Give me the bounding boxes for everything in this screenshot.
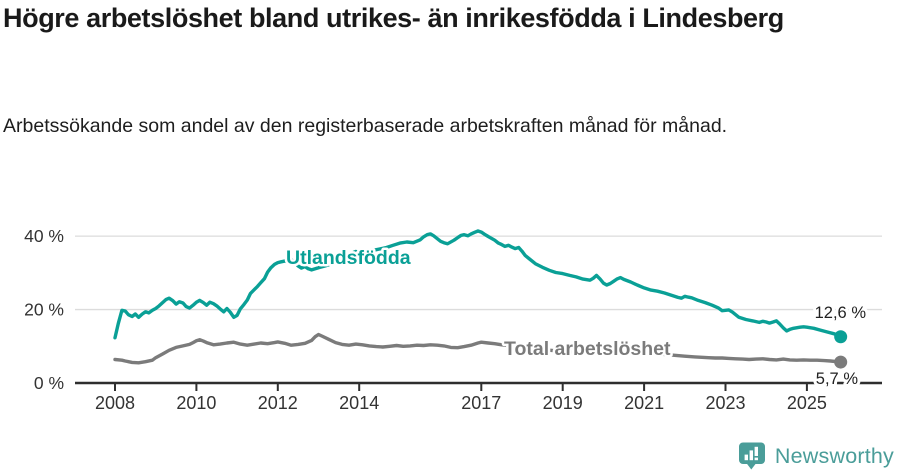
logo-bar-small [744,454,748,461]
x-tick-label-2025: 2025 [787,393,827,413]
newsworthy-logo-icon [738,442,765,470]
logo-exclamation-dot [754,457,758,461]
series-end-dot-total-arbetsl-shet [834,355,848,369]
x-tick-label-2010: 2010 [176,393,216,413]
chart-title: Högre arbetslöshet bland utrikes- än inr… [3,3,784,33]
x-tick-label-2023: 2023 [705,393,745,413]
logo-exclamation-bar [754,446,758,456]
end-value-label-utlandsf-dda: 12,6 % [815,304,867,322]
brand-footer: Newsworthy [737,440,894,472]
x-tick-label-2012: 2012 [258,393,298,413]
x-tick-label-2017: 2017 [461,393,501,413]
x-tick-label-2008: 2008 [95,393,135,413]
x-tick-label-2021: 2021 [624,393,664,413]
series-end-dot-utlandsf-dda [834,330,848,344]
y-tick-label-40: 40 % [24,226,64,246]
x-tick-label-2014: 2014 [339,393,379,413]
y-tick-label-0: 0 % [34,373,64,393]
series-line-total-arbetsl-shet [113,332,843,365]
brand-name: Newsworthy [774,443,894,468]
chart-subtitle: Arbetssökande som andel av den registerb… [3,115,728,137]
end-value-label-total-arbetsl-shet: 5,7 % [816,370,859,388]
series-label-utlandsf-dda: Utlandsfödda [286,247,411,269]
x-tick-label-2019: 2019 [543,393,583,413]
series-label-total-arbetsl-shet: Total arbetslöshet [504,338,671,360]
y-tick-label-20: 20 % [24,300,64,320]
series-line-utlandsf-dda [113,229,843,340]
logo-bar-tall [749,450,753,461]
